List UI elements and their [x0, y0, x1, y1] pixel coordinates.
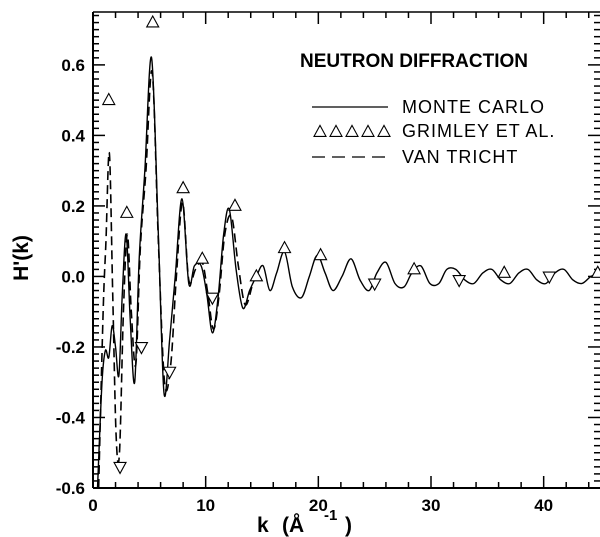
x-axis-label-exponent: -1 — [324, 507, 337, 524]
tick-labels: 0 10 20 30 40 -0.6 -0.4 -0.2 0.0 0.2 0.4 0.6 — [56, 56, 553, 515]
legend-triangle-marker — [329, 124, 343, 137]
data-point-grimley — [249, 268, 264, 282]
data-point-grimley — [277, 240, 292, 254]
data-point-grimley — [145, 14, 160, 28]
axis-ticks — [92, 12, 600, 489]
data-point-grimley — [228, 198, 242, 211]
data-point-grimley — [542, 271, 557, 285]
data-point-grimley — [134, 342, 149, 355]
plot-frame — [92, 11, 600, 489]
legend-label-monte-carlo: MONTE CARLO — [402, 97, 545, 117]
data-point-grimley — [590, 265, 600, 278]
series-markers — [101, 14, 600, 475]
y-tick-label: 0.2 — [61, 197, 85, 216]
y-tick-label: 0.4 — [61, 126, 85, 145]
x-axis-label-close: ) — [345, 514, 352, 537]
data-point-grimley — [101, 92, 116, 106]
y-axis-label: H'(k) — [10, 235, 33, 281]
x-axis-label: k (Å -1 ) — [257, 507, 352, 537]
data-point-grimley — [176, 180, 191, 194]
legend-label-grimley: GRIMLEY ET AL. — [402, 121, 555, 141]
series-lines — [96, 56, 600, 488]
series-line-van-tricht — [97, 70, 253, 488]
y-tick-label: 0.0 — [61, 267, 85, 286]
legend: MONTE CARLO GRIMLEY ET AL. VAN TRICHT — [312, 97, 555, 167]
data-point-grimley — [119, 205, 134, 218]
legend-triangle-marker — [313, 124, 327, 137]
legend-triangle-marker — [361, 124, 375, 137]
legend-triangle-marker — [345, 124, 359, 137]
data-point-grimley — [205, 292, 220, 306]
x-axis-label-main: k — [257, 514, 269, 537]
x-axis-label-unit: (Å — [282, 513, 304, 537]
data-point-grimley — [452, 275, 467, 288]
x-tick-label: 10 — [196, 496, 215, 515]
legend-swatch-grimley — [313, 124, 391, 137]
chart-title: NEUTRON DIFFRACTION — [300, 51, 528, 72]
x-tick-label: 0 — [88, 496, 97, 515]
y-tick-label: 0.6 — [61, 56, 85, 75]
data-point-grimley — [367, 278, 382, 292]
legend-triangle-marker — [377, 124, 391, 137]
x-tick-label: 40 — [534, 496, 553, 515]
y-tick-label: -0.4 — [56, 408, 86, 427]
data-point-grimley — [497, 265, 512, 278]
legend-label-van-tricht: VAN TRICHT — [402, 147, 518, 167]
x-tick-label: 20 — [309, 496, 328, 515]
data-point-grimley — [195, 251, 210, 264]
y-tick-label: -0.2 — [56, 338, 85, 357]
data-point-grimley — [313, 247, 328, 261]
y-tick-label: -0.6 — [56, 479, 85, 498]
data-point-grimley — [162, 366, 177, 380]
x-tick-label: 30 — [422, 496, 441, 515]
data-point-grimley — [113, 461, 127, 475]
data-point-grimley — [407, 261, 422, 275]
